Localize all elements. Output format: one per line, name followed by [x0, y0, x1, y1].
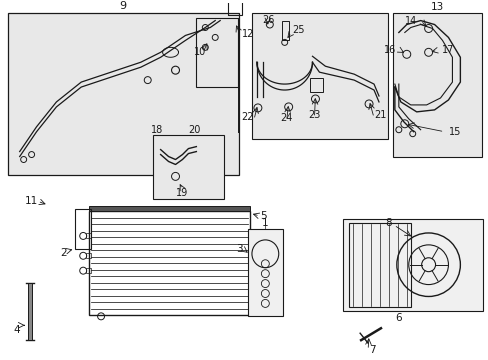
Bar — [343, 219, 482, 311]
Bar — [196, 18, 238, 87]
Text: 15: 15 — [447, 127, 460, 137]
Text: 12: 12 — [242, 30, 254, 40]
Bar — [89, 206, 249, 211]
Bar — [28, 283, 32, 340]
Text: 11: 11 — [25, 196, 38, 206]
Text: 20: 20 — [188, 125, 201, 135]
Text: 21: 21 — [373, 110, 386, 120]
Text: 19: 19 — [176, 188, 188, 198]
Bar — [86, 268, 91, 273]
Bar — [86, 233, 91, 238]
Text: 10: 10 — [194, 47, 206, 57]
Bar — [8, 13, 239, 175]
Bar — [247, 229, 282, 316]
Text: 23: 23 — [307, 110, 320, 120]
Text: 24: 24 — [280, 113, 292, 123]
Text: 2: 2 — [60, 248, 66, 258]
Bar — [251, 13, 387, 139]
Text: 13: 13 — [430, 2, 443, 12]
Bar — [392, 13, 481, 157]
Bar — [309, 78, 323, 92]
Bar — [281, 21, 288, 40]
Text: 16: 16 — [383, 45, 395, 55]
Bar — [152, 135, 224, 199]
Text: 8: 8 — [385, 218, 391, 228]
Bar — [89, 211, 249, 315]
Text: 18: 18 — [151, 125, 163, 135]
Text: 25: 25 — [292, 26, 305, 36]
Bar — [228, 0, 242, 15]
Text: 3: 3 — [236, 244, 243, 254]
Text: 17: 17 — [441, 45, 453, 55]
Text: 7: 7 — [368, 345, 375, 355]
Text: 5: 5 — [259, 211, 266, 221]
Bar — [348, 223, 410, 307]
Bar — [75, 209, 91, 249]
Text: 14: 14 — [404, 15, 416, 26]
Text: 26: 26 — [262, 14, 274, 24]
Text: 22: 22 — [241, 112, 253, 122]
Text: 4: 4 — [13, 325, 20, 335]
Bar — [86, 253, 91, 258]
Text: 6: 6 — [395, 313, 401, 323]
Text: 1: 1 — [261, 218, 267, 228]
Text: 9: 9 — [119, 1, 126, 11]
